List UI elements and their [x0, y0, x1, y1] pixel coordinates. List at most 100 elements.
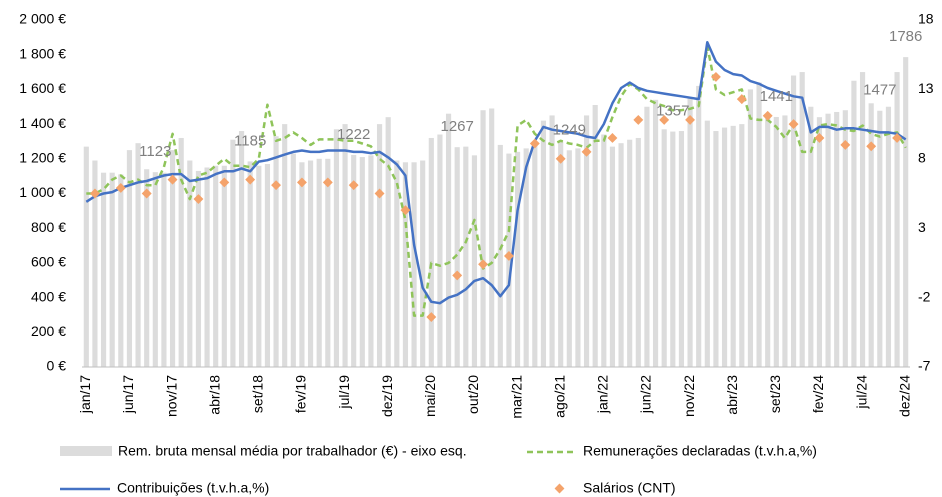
point [452, 270, 463, 281]
point [141, 188, 152, 199]
point [581, 146, 592, 157]
bar [402, 162, 409, 367]
bar [187, 160, 193, 367]
bar [799, 72, 805, 368]
bar [601, 134, 607, 367]
point [219, 177, 230, 188]
value-label: 1249 [553, 121, 586, 138]
line [86, 45, 907, 317]
bar [359, 157, 365, 367]
bar [118, 174, 124, 367]
y-tick-label: 800 € [31, 219, 66, 235]
bar [635, 137, 641, 367]
point [115, 182, 126, 193]
bar [161, 172, 167, 367]
bar [126, 150, 133, 367]
bar [264, 164, 271, 367]
bar [730, 125, 736, 368]
bar [549, 115, 555, 367]
y-tick-label: 2 000 € [19, 11, 66, 27]
point [503, 251, 514, 261]
bar [670, 131, 676, 367]
legend-label: Remunerações declaradas (t.v.h.a,%) [583, 443, 817, 459]
y-tick-label: 1 000 € [19, 184, 66, 200]
point [840, 139, 851, 150]
bar [178, 137, 184, 367]
bar [333, 129, 340, 367]
y-tick-label: 1 800 € [19, 45, 66, 61]
bar [376, 124, 383, 367]
bar [394, 160, 400, 367]
x-tick-label: dez/24 [896, 375, 912, 417]
bar [351, 154, 357, 367]
bar [721, 127, 728, 367]
bar [575, 148, 581, 367]
bar [437, 134, 443, 367]
point [89, 188, 100, 199]
bar [877, 110, 883, 367]
line [85, 40, 907, 305]
x-tick-label: mai/20 [422, 375, 438, 417]
bar [747, 89, 754, 368]
point [710, 71, 721, 82]
bar [135, 143, 141, 367]
point [478, 259, 489, 270]
x-tick-label: nov/22 [681, 375, 697, 417]
bar [385, 117, 391, 367]
bar [558, 141, 564, 367]
bar [859, 72, 866, 368]
bar [592, 105, 598, 367]
x-tick-label: jul/24 [853, 375, 869, 410]
point [762, 110, 773, 121]
y-tick-label: 200 € [31, 323, 66, 339]
point [271, 180, 282, 191]
bar [420, 160, 426, 367]
bar [169, 150, 176, 367]
x-tick-label: fev/19 [293, 375, 309, 413]
point [296, 177, 307, 188]
y2-tick-label: 8 [918, 150, 926, 166]
bar [652, 99, 659, 367]
value-label: 1222 [337, 126, 370, 143]
bar [238, 131, 245, 367]
bar [454, 147, 460, 367]
bar [868, 103, 874, 367]
y-tick-label: 0 € [47, 358, 67, 374]
bar [247, 161, 253, 367]
bar [609, 146, 616, 367]
bar [471, 155, 478, 367]
bar [152, 172, 158, 367]
bar [282, 124, 288, 367]
point [607, 133, 618, 143]
x-tick-label: jan/22 [595, 375, 611, 414]
x-tick-label: jan/17 [77, 375, 93, 414]
x-tick-label: jun/22 [638, 375, 654, 414]
x-tick-label: out/20 [465, 375, 481, 414]
bar [144, 169, 150, 367]
point [426, 312, 437, 322]
bar [342, 124, 348, 367]
bar [644, 106, 650, 367]
y-tick-label: 400 € [31, 288, 66, 304]
bar [773, 116, 779, 367]
x-tick-label: abr/23 [724, 375, 740, 415]
bar [204, 167, 210, 367]
value-label: 1477 [863, 82, 896, 99]
legend-label: Salários (CNT) [583, 480, 676, 496]
bar [213, 165, 219, 367]
bar [696, 85, 702, 368]
point [736, 94, 747, 105]
point [193, 194, 204, 205]
bar [92, 160, 98, 367]
y-tick-label: 1 200 € [19, 150, 66, 166]
bar [532, 144, 538, 367]
bar [221, 165, 227, 367]
bar [109, 172, 115, 367]
bar [678, 131, 685, 367]
point [659, 114, 670, 125]
y2-tick-label: 18 [918, 11, 934, 27]
bar [230, 139, 236, 367]
y2-tick-label: 3 [918, 219, 926, 235]
bar [290, 153, 296, 367]
